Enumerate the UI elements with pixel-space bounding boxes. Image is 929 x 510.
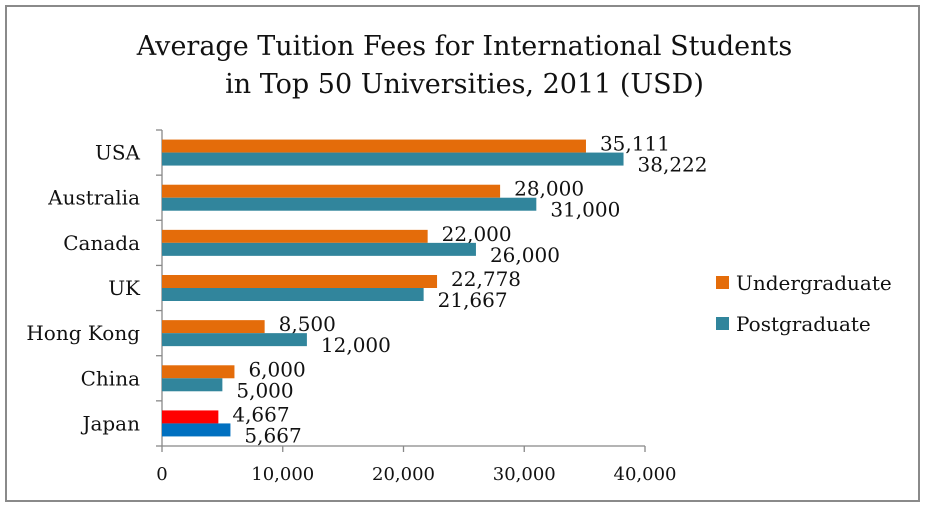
category-label: China [81, 366, 140, 390]
data-label-postgraduate: 31,000 [550, 198, 620, 222]
bar-postgraduate [162, 197, 537, 211]
category-label: USA [95, 141, 141, 165]
data-label-postgraduate: 12,000 [321, 333, 391, 357]
bar-undergraduate [162, 275, 438, 288]
chart-title: Average Tuition Fees for International S… [0, 28, 929, 104]
legend-swatch-undergraduate [716, 276, 729, 289]
category-label: Japan [80, 411, 140, 435]
bar-postgraduate [162, 242, 476, 256]
x-tick-label: 40,000 [614, 464, 677, 485]
bar-undergraduate [162, 229, 428, 243]
bar-postgraduate [162, 378, 223, 392]
bar-undergraduate [162, 184, 501, 198]
chart-title-line-1: Average Tuition Fees for International S… [136, 31, 793, 62]
x-tick-label: 10,000 [251, 464, 314, 485]
chart-title-line-2: in Top 50 Universities, 2011 (USD) [225, 69, 704, 100]
data-label-postgraduate: 5,000 [236, 378, 293, 402]
legend-label-undergraduate: Undergraduate [736, 271, 892, 295]
bar-postgraduate [162, 423, 231, 437]
data-label-undergraduate: 28,000 [514, 177, 584, 201]
bar-postgraduate [162, 333, 307, 347]
x-tick-label: 20,000 [372, 464, 435, 485]
category-label: Canada [63, 231, 140, 255]
data-label-undergraduate: 22,000 [442, 222, 512, 246]
x-tick-label: 30,000 [493, 464, 556, 485]
legend-label-postgraduate: Postgraduate [736, 312, 871, 336]
data-label-postgraduate: 38,222 [638, 153, 708, 177]
category-label: Hong Kong [26, 321, 140, 345]
bar-postgraduate [162, 288, 424, 301]
category-label: Australia [47, 186, 140, 210]
legend-swatch-postgraduate [716, 317, 729, 330]
data-label-undergraduate: 35,111 [600, 132, 670, 156]
data-label-undergraduate: 22,778 [451, 267, 521, 291]
category-label: UK [108, 276, 141, 300]
data-label-undergraduate: 4,667 [232, 402, 289, 426]
data-label-undergraduate: 6,000 [248, 357, 305, 381]
data-label-postgraduate: 5,667 [244, 423, 301, 447]
bar-undergraduate [162, 410, 219, 424]
bar-postgraduate [162, 152, 624, 166]
bar-undergraduate [162, 320, 265, 334]
bar-undergraduate [162, 365, 235, 379]
data-label-postgraduate: 21,667 [438, 288, 508, 312]
data-label-postgraduate: 26,000 [490, 243, 560, 267]
data-label-undergraduate: 8,500 [279, 312, 336, 336]
bar-undergraduate [162, 139, 586, 153]
x-tick-label: 0 [156, 464, 167, 485]
